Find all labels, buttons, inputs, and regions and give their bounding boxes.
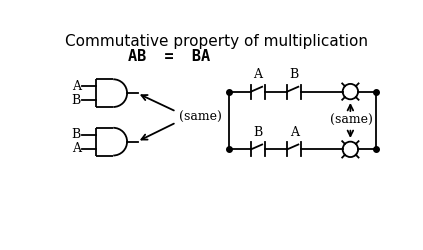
Text: (same): (same) <box>330 114 373 127</box>
Text: B: B <box>253 126 263 138</box>
Text: A: A <box>72 80 81 93</box>
Text: AB  =  BA: AB = BA <box>128 49 211 64</box>
Text: A: A <box>72 142 81 155</box>
Text: (same): (same) <box>179 110 222 124</box>
Text: Commutative property of multiplication: Commutative property of multiplication <box>65 34 368 49</box>
Text: A: A <box>290 126 299 138</box>
Text: B: B <box>71 128 81 141</box>
Text: A: A <box>253 68 263 81</box>
Text: B: B <box>71 94 81 106</box>
Text: B: B <box>290 68 299 81</box>
